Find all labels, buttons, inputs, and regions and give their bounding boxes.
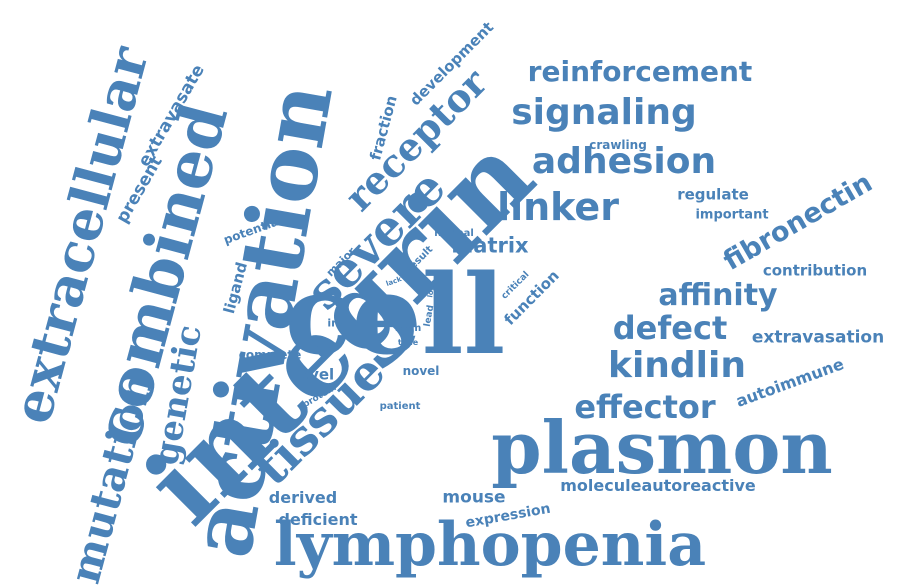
word-patient: patient bbox=[379, 401, 421, 412]
word-moleculeautoreactive: moleculeautoreactive bbox=[560, 476, 756, 495]
word-crawling: crawling bbox=[589, 138, 647, 152]
word-kindlin: kindlin bbox=[608, 345, 746, 386]
word-adhesion: adhesion bbox=[531, 141, 717, 182]
word-cell: cell bbox=[284, 250, 506, 379]
word-induce: induce bbox=[327, 316, 369, 330]
word-deficient: deficient bbox=[278, 510, 358, 529]
word-defect: defect bbox=[612, 309, 728, 347]
word-null: null bbox=[393, 252, 407, 259]
word-plasmon: plasmon bbox=[491, 405, 833, 490]
word-effector: effector bbox=[574, 388, 716, 426]
word-reinforcement: reinforcement bbox=[527, 55, 753, 88]
word-regulate: regulate bbox=[677, 185, 749, 204]
word-complete: complete bbox=[238, 348, 302, 362]
word-derived: derived bbox=[268, 488, 338, 507]
word-signaling: signaling bbox=[511, 92, 697, 133]
word-extravasation: extravasation bbox=[751, 327, 885, 348]
word-form: form bbox=[394, 323, 422, 334]
word-lymphopenia: lymphopenia bbox=[273, 510, 707, 580]
word-affinity: affinity bbox=[658, 278, 778, 313]
word-mouse: mouse bbox=[442, 487, 506, 508]
word-time: time bbox=[397, 338, 419, 347]
word-matrix: matrix bbox=[451, 233, 529, 258]
word-linker: linker bbox=[497, 185, 619, 229]
word-normal: normal bbox=[434, 228, 474, 239]
word-level: level bbox=[293, 365, 335, 384]
word-autoimmune: autoimmune bbox=[733, 354, 847, 411]
word-function: function bbox=[500, 266, 563, 329]
word-novel: novel bbox=[402, 364, 440, 378]
word-important: important bbox=[695, 207, 769, 223]
word-contribution: contribution bbox=[762, 261, 868, 280]
